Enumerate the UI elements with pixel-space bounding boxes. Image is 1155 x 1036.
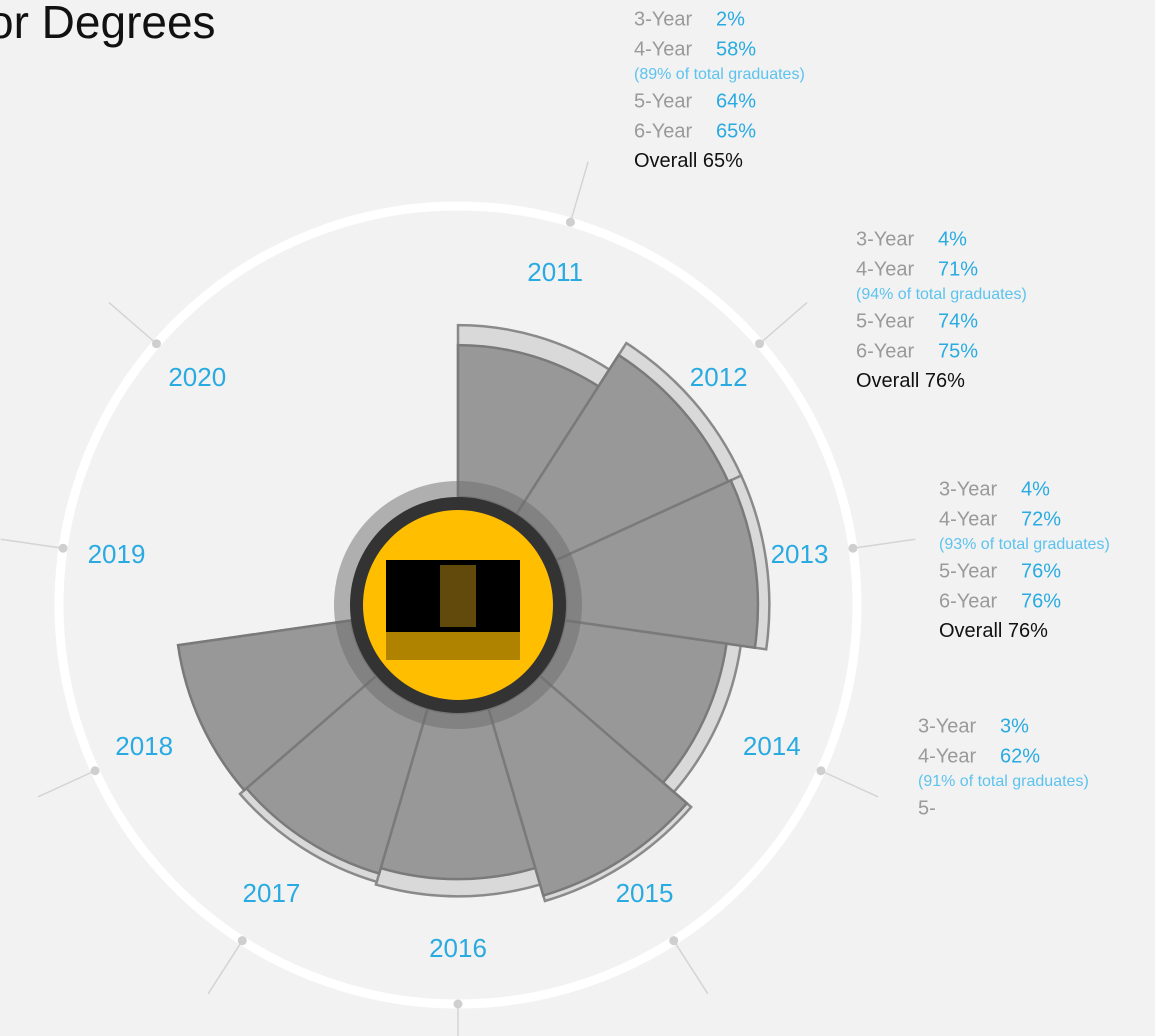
leader-dot bbox=[816, 766, 826, 776]
annotation-label: 6-Year bbox=[856, 340, 915, 362]
annotation-total: Overall 76% bbox=[856, 370, 965, 392]
annotation-note: (94% of total graduates) bbox=[856, 286, 1027, 303]
year-label: 2018 bbox=[115, 731, 173, 761]
hub-image-detail bbox=[440, 565, 476, 627]
annotation-value: 74% bbox=[938, 310, 978, 332]
leader-line bbox=[108, 301, 157, 345]
annotation-total: Overall 65% bbox=[634, 150, 743, 172]
leader-dot bbox=[237, 936, 247, 946]
year-label: 2011 bbox=[527, 257, 583, 287]
leader-dot bbox=[151, 339, 161, 349]
annotation-label: 5-Year bbox=[939, 560, 998, 582]
leader-line bbox=[759, 301, 808, 345]
leader-dot bbox=[453, 999, 463, 1009]
leader-line bbox=[820, 770, 879, 798]
total-label: Overall bbox=[939, 620, 1002, 642]
leader-line bbox=[37, 770, 96, 798]
year-label: 2015 bbox=[616, 878, 674, 908]
hub-image-detail bbox=[386, 632, 520, 660]
leader-dot bbox=[755, 339, 765, 349]
annotation-value: 62% bbox=[1000, 745, 1040, 767]
total-label: Overall bbox=[856, 370, 919, 392]
annotation-value: 64% bbox=[716, 90, 756, 112]
annotation-total: Overall 76% bbox=[939, 620, 1048, 642]
annotation-value: 58% bbox=[716, 38, 756, 60]
year-label: 2020 bbox=[168, 362, 226, 392]
annotation-label: 4-Year bbox=[856, 258, 915, 280]
chart-title: or Degrees bbox=[0, 0, 216, 48]
annotation-value: 4% bbox=[1021, 478, 1050, 500]
leader-dot bbox=[58, 543, 68, 553]
leader-dot bbox=[565, 217, 575, 227]
leader-line bbox=[673, 940, 709, 995]
annotation-label: 4-Year bbox=[634, 38, 693, 60]
annotation-value: 75% bbox=[938, 340, 978, 362]
annotation-value: 76% bbox=[1021, 560, 1061, 582]
annotation-label: 4-Year bbox=[939, 508, 998, 530]
total-label: Overall bbox=[634, 150, 697, 172]
annotation-value: 4% bbox=[938, 228, 967, 250]
year-label: 2012 bbox=[690, 362, 748, 392]
annotation-label: 6-Year bbox=[634, 120, 693, 142]
annotation-label: 4-Year bbox=[918, 745, 977, 767]
annotation-label: 5-Year bbox=[856, 310, 915, 332]
leader-line bbox=[852, 538, 916, 549]
annotation-note: (89% of total graduates) bbox=[634, 66, 805, 83]
total-value: 65% bbox=[703, 150, 743, 172]
annotation-value: 76% bbox=[1021, 590, 1061, 612]
total-value: 76% bbox=[925, 370, 965, 392]
year-label: 2019 bbox=[88, 539, 146, 569]
total-value: 76% bbox=[1008, 620, 1048, 642]
leader-line bbox=[0, 538, 64, 549]
year-label: 2013 bbox=[771, 539, 829, 569]
annotation-label: 3-Year bbox=[939, 478, 998, 500]
leader-dot bbox=[669, 936, 679, 946]
year-label: 2014 bbox=[743, 731, 801, 761]
leader-line bbox=[569, 161, 589, 223]
year-label: 2016 bbox=[429, 933, 487, 963]
annotation-value: 71% bbox=[938, 258, 978, 280]
leader-dot bbox=[90, 766, 100, 776]
annotation-note: (93% of total graduates) bbox=[939, 536, 1110, 553]
annotation-label: 3-Year bbox=[856, 228, 915, 250]
hub bbox=[334, 481, 582, 729]
annotation-value: 65% bbox=[716, 120, 756, 142]
annotation-label: 5- bbox=[918, 797, 936, 819]
annotation-note: (91% of total graduates) bbox=[918, 773, 1089, 790]
year-label: 2017 bbox=[243, 878, 301, 908]
annotation-label: 3-Year bbox=[918, 715, 977, 737]
annotation-label: 5-Year bbox=[634, 90, 693, 112]
leader-dot bbox=[848, 543, 858, 553]
annotation-value: 72% bbox=[1021, 508, 1061, 530]
annotation-value: 2% bbox=[716, 8, 745, 30]
annotation-label: 3-Year bbox=[634, 8, 693, 30]
annotation-value: 3% bbox=[1000, 715, 1029, 737]
leader-line bbox=[207, 940, 243, 995]
annotation-label: 6-Year bbox=[939, 590, 998, 612]
